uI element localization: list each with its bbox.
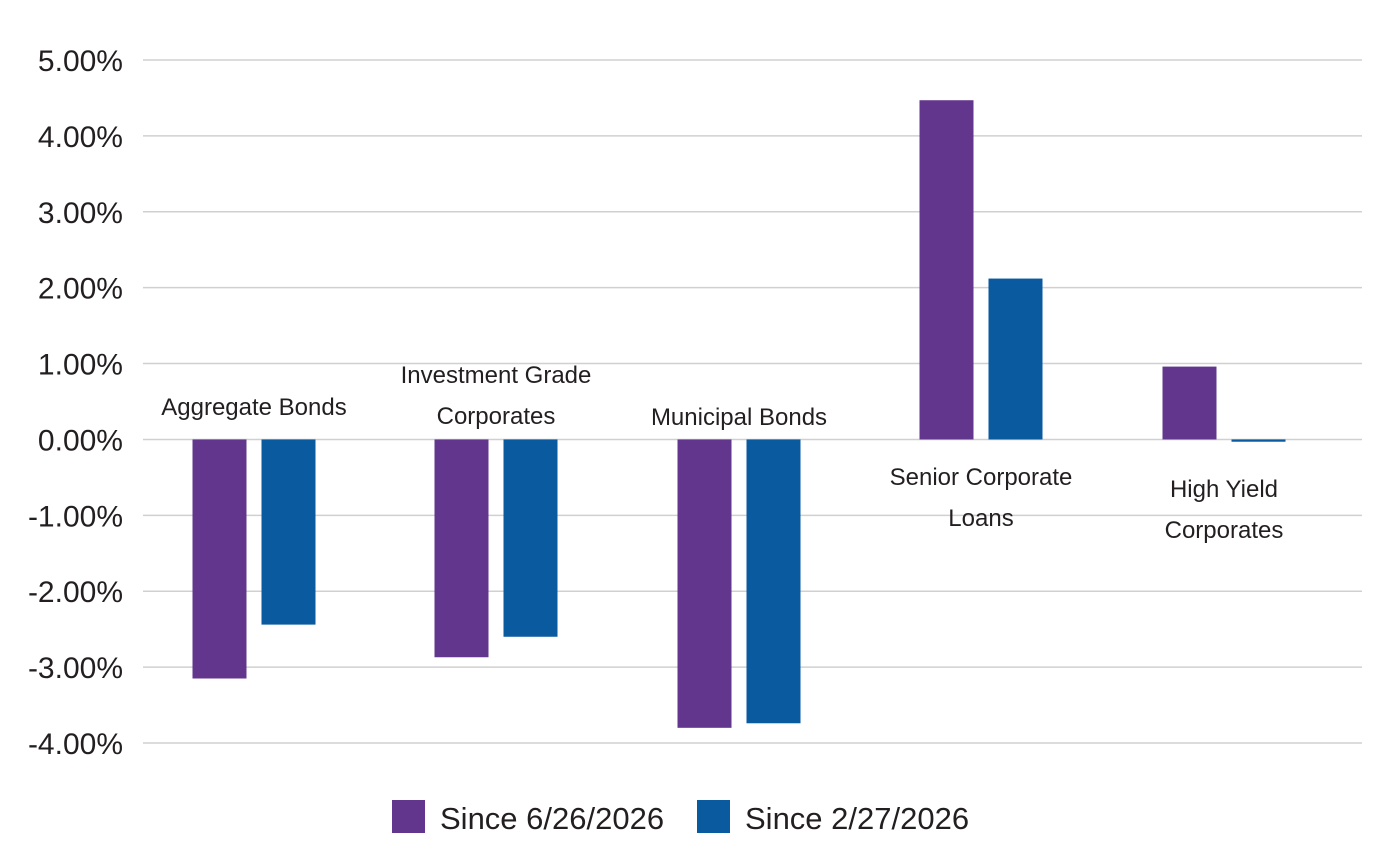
y-tick-label: 3.00%	[38, 197, 123, 230]
y-tick-label: 0.00%	[38, 424, 123, 457]
bar-series-1	[192, 439, 247, 679]
category-label: Aggregate Bonds	[161, 394, 346, 421]
bar-series-1	[919, 100, 974, 440]
legend-swatch-series-1	[392, 800, 425, 833]
y-tick-label: -1.00%	[28, 500, 123, 533]
category-label: Senior Corporate	[890, 464, 1073, 491]
y-tick-label: -4.00%	[28, 728, 123, 761]
y-tick-label: 2.00%	[38, 273, 123, 306]
bars	[192, 100, 1286, 728]
category-label: High Yield	[1170, 476, 1278, 503]
category-label: Municipal Bonds	[651, 404, 827, 431]
y-tick-label: 1.00%	[38, 349, 123, 382]
legend: Since 6/26/2026 Since 2/27/2026	[392, 800, 969, 836]
bar-series-1	[677, 439, 732, 728]
bar-series-2	[503, 439, 558, 637]
category-label: Corporates	[437, 403, 556, 430]
category-label: Investment Grade	[401, 362, 592, 389]
bar-series-2	[1231, 439, 1286, 442]
y-tick-label: -2.00%	[28, 576, 123, 609]
legend-label-series-1: Since 6/26/2026	[440, 801, 664, 836]
y-tick-label: 5.00%	[38, 45, 123, 78]
category-label: Loans	[948, 505, 1013, 532]
y-tick-label: 4.00%	[38, 121, 123, 154]
y-tick-label: -3.00%	[28, 652, 123, 685]
legend-label-series-2: Since 2/27/2026	[745, 801, 969, 836]
y-axis-tick-labels: 5.00% 4.00% 3.00% 2.00% 1.00% 0.00% -1.00% -2.0…	[28, 45, 123, 761]
bar-series-1	[434, 439, 489, 658]
bar-series-1	[1162, 366, 1217, 440]
bar-series-2	[746, 439, 801, 724]
bar-series-2	[261, 439, 316, 625]
category-labels: Aggregate Bonds Investment Grade Corporate…	[161, 362, 1283, 544]
category-label: Corporates	[1165, 517, 1284, 544]
bar-series-2	[988, 278, 1043, 440]
legend-swatch-series-2	[697, 800, 730, 833]
